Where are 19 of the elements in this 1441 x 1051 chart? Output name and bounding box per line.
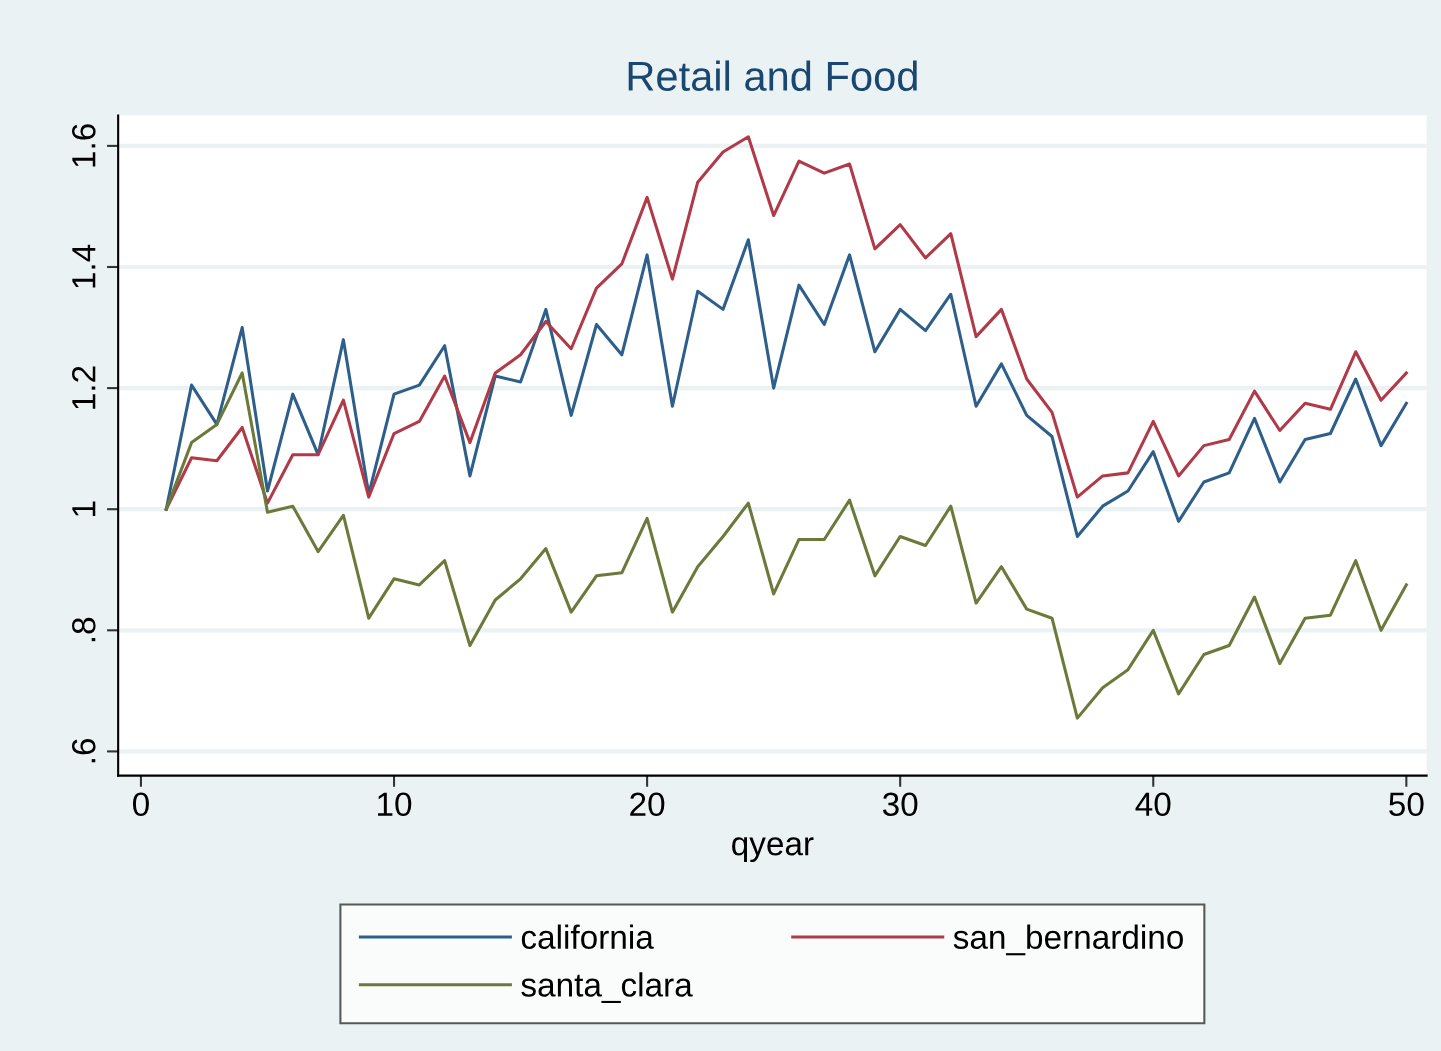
line-series xyxy=(164,238,1408,538)
x-tick-label: 20 xyxy=(630,792,665,817)
legend-label: california xyxy=(521,924,654,949)
y-tick-label: .6 xyxy=(72,738,96,763)
chart-title: Retail and Food xyxy=(628,60,917,92)
x-tick-label: 10 xyxy=(378,792,412,817)
x-tick-label: 40 xyxy=(1135,792,1171,817)
line-series xyxy=(164,371,1408,720)
x-tick-label: 30 xyxy=(882,792,918,817)
y-tick-label: 1 xyxy=(72,501,96,516)
y-tick-label: 1.6 xyxy=(72,124,96,167)
x-axis-title: qyear xyxy=(732,837,814,863)
legend-label: san_bernardino xyxy=(953,924,1183,956)
y-tick-label: 1.4 xyxy=(72,244,96,288)
legend-label: santa_clara xyxy=(521,972,693,1004)
y-tick-label: .8 xyxy=(72,617,96,642)
y-tick-label: 1.2 xyxy=(72,366,96,409)
x-tick-label: 50 xyxy=(1389,792,1424,817)
x-tick-label: 0 xyxy=(132,792,149,817)
